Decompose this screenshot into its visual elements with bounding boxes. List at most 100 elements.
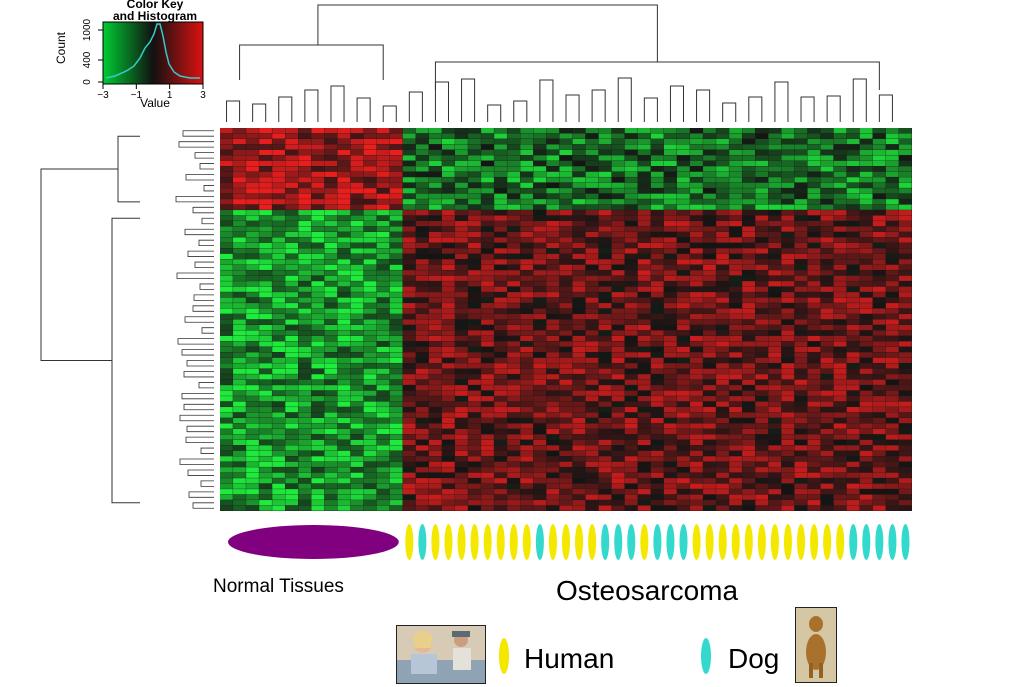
heatmap-cell [363,417,377,424]
sample-marker-dog [901,524,910,560]
heatmap-cell [676,149,690,156]
heatmap-cell [520,303,534,309]
heatmap-cell [729,237,742,243]
heatmap-cell [898,346,912,353]
heatmap-cell [690,341,703,347]
heatmap-cell [428,199,442,205]
heatmap-cell [690,270,703,276]
heatmap-cell [676,412,690,418]
heatmap-cell [428,450,442,456]
heatmap-cell [559,253,573,260]
sample-marker-human [718,524,727,560]
heatmap-cell [676,450,690,456]
heatmap-cell [703,456,716,462]
heatmap-cell [755,253,769,260]
heatmap-cell [389,237,403,243]
heatmap-cell [546,357,560,363]
heatmap-cell [898,259,912,265]
heatmap-cell [298,363,312,369]
heatmap-cell [246,292,259,298]
heatmap-cell [481,390,494,396]
heatmap-cell [820,275,834,281]
heatmap-cell [833,450,847,456]
heatmap-cell [794,210,808,216]
heatmap-cell [507,363,521,369]
heatmap-cell [572,221,586,227]
heatmap-cell [663,450,677,456]
heatmap-cell [624,346,638,353]
heatmap-cell [481,423,494,429]
normal-tissues-marker [228,525,399,559]
heatmap-cell [729,500,742,506]
heatmap-cell [885,439,899,446]
heatmap-cell [755,308,769,314]
heatmap-cell [755,357,769,363]
heatmap-cell [872,231,886,238]
heatmap-cell [272,128,285,134]
heatmap-cell [833,177,847,183]
heatmap-cell [246,379,259,385]
heatmap-cell [637,445,651,451]
heatmap-cell [650,396,664,402]
heatmap-cell [663,215,677,221]
heatmap-cell [572,335,586,342]
column-dendrogram [226,4,893,122]
heatmap-cell [389,242,403,249]
heatmap-cell [611,428,625,435]
heatmap-cell [285,357,299,363]
heatmap-cell [820,270,834,276]
heatmap-cell [298,253,312,260]
heatmap-cell [520,489,534,495]
row-dendrogram-branch [194,261,214,268]
heatmap-cell [611,385,625,391]
heatmap-cell [507,368,521,374]
heatmap-cell [650,286,664,292]
heatmap-cell [389,144,403,150]
heatmap-cell [768,199,782,205]
heatmap-cell [624,407,638,413]
heatmap-cell [833,182,847,188]
heatmap-cell [742,231,756,238]
heatmap-cell [520,412,534,418]
heatmap-cell [624,226,638,232]
heatmap-cell [585,319,599,325]
heatmap-cell [415,253,429,260]
heatmap-cell [833,259,847,265]
heatmap-cell [402,281,416,287]
heatmap-cell [676,171,690,177]
heatmap-cell [820,379,834,385]
heatmap-cell [402,505,416,511]
heatmap-cell [807,478,821,484]
heatmap-cell [729,275,742,281]
heatmap-cell [559,417,573,424]
heatmap-cell [885,166,899,172]
heatmap-cell [559,303,573,309]
heatmap-cell [272,423,285,429]
row-dendrogram-branch [179,458,214,465]
heatmap-cell [846,308,860,314]
heatmap-cell [768,368,782,374]
heatmap-cell [598,314,612,320]
heatmap-cell [650,166,664,172]
heatmap-cell [872,270,886,276]
heatmap-cell [598,428,612,435]
heatmap-cell [507,248,521,254]
sample-marker-human [562,524,570,560]
heatmap-cell [389,379,403,385]
heatmap-cell [520,204,534,210]
dog-photo [795,607,837,683]
heatmap-cell [572,396,586,402]
heatmap-cell [755,264,769,270]
heatmap-cell [898,292,912,298]
heatmap-cell [703,210,716,216]
heatmap-cell [807,439,821,446]
heatmap-cell [389,215,403,221]
heatmap-cell [415,138,429,145]
heatmap-cell [859,259,873,265]
heatmap-cell [846,472,860,478]
heatmap-cell [520,330,534,336]
heatmap-cell [363,385,377,391]
heatmap-cell [885,396,899,402]
heatmap-cell [598,128,612,134]
heatmap-cell [481,407,494,413]
